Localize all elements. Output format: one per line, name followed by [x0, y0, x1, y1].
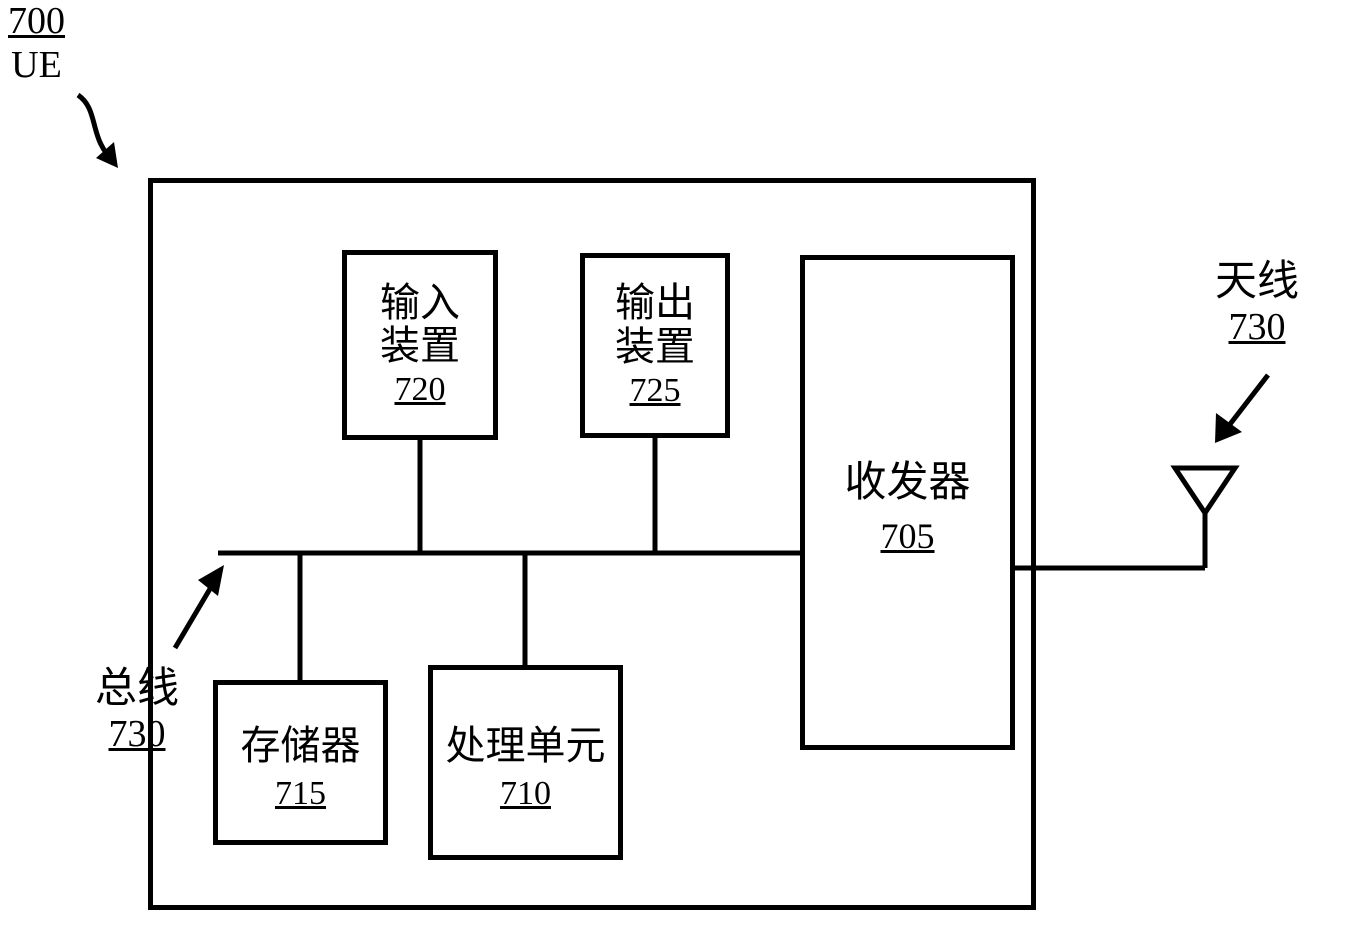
node-transceiver: 收发器 705 — [800, 255, 1015, 750]
node-input-device-num: 720 — [395, 371, 446, 409]
node-transceiver-label: 收发器 — [844, 448, 970, 509]
node-processor-label: 处理单元 — [446, 713, 606, 771]
node-output-device: 输出 装置 725 — [580, 253, 730, 438]
node-memory: 存储器 715 — [213, 680, 388, 845]
node-transceiver-num: 705 — [881, 515, 935, 557]
diagram-title: 700 UE — [8, 0, 65, 87]
node-output-device-num: 725 — [630, 372, 681, 410]
bus-label-num: 730 — [95, 713, 179, 757]
title-number: 700 — [8, 0, 65, 44]
antenna-label: 天线 730 — [1215, 258, 1299, 350]
node-input-device-label: 输入 装置 — [380, 281, 460, 367]
node-input-device: 输入 装置 720 — [342, 250, 498, 440]
node-memory-label: 存储器 — [241, 713, 361, 771]
node-output-device-label: 输出 装置 — [615, 281, 695, 367]
bus-label: 总线 730 — [95, 665, 179, 757]
antenna-label-num: 730 — [1215, 306, 1299, 350]
title-sub: UE — [8, 44, 65, 88]
bus-label-text: 总线 — [95, 665, 179, 713]
diagram-canvas: 700 UE 输入 装置 720 输出 装置 725 收发器 705 存储器 7… — [0, 0, 1358, 949]
arrow-title — [78, 95, 118, 168]
antenna-icon — [1175, 468, 1235, 568]
node-memory-num: 715 — [275, 775, 326, 813]
node-processor: 处理单元 710 — [428, 665, 623, 860]
arrow-antenna — [1215, 375, 1268, 443]
antenna-label-text: 天线 — [1215, 258, 1299, 306]
node-processor-num: 710 — [500, 775, 551, 813]
